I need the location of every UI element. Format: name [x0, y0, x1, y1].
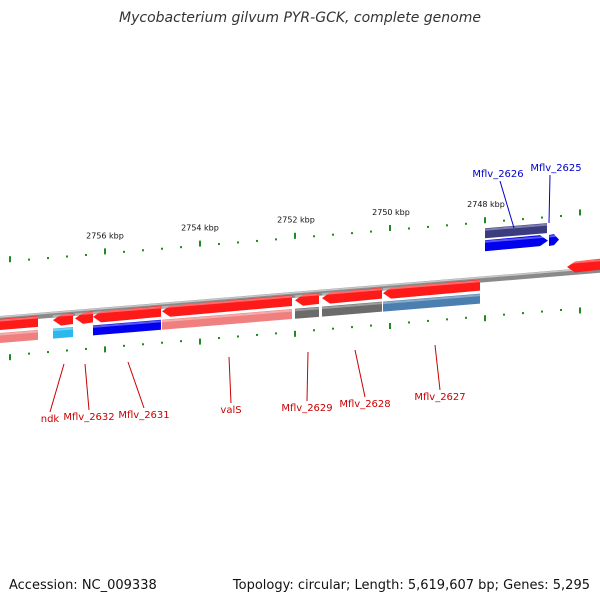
gene-mflv-2627-shine	[382, 280, 481, 291]
leader-line	[434, 344, 441, 391]
gene-lower-vals	[162, 309, 292, 330]
gene-lower-mflv-2631	[93, 319, 161, 336]
gene-forward-shine	[0, 316, 39, 322]
gene-label: Mflv_2627	[414, 392, 465, 403]
scale-labels: 2756 kbp 2754 kbp 2752 kbp 2750 kbp 2748 kbp	[86, 200, 505, 240]
tick-row-bottom	[9, 307, 581, 361]
gene-lower-shine	[0, 330, 39, 336]
gene-upper-mflv-2626	[485, 223, 547, 239]
scale-label: 2748 kbp	[467, 200, 505, 209]
gene-upper-mflv-2626-shine	[484, 223, 548, 231]
genome-backbone	[0, 266, 600, 322]
gene-mflv-2625	[549, 234, 559, 246]
leader-line	[228, 356, 232, 404]
leader-line	[548, 174, 551, 224]
gene-label: Mflv_2632	[63, 412, 114, 423]
gene-forward	[0, 315, 38, 330]
gene-lower-mflv-2627-shine	[382, 294, 481, 305]
label-leader-lines	[49, 174, 551, 413]
accession-text: Accession: NC_009338	[9, 578, 157, 593]
gene-mflv-2626	[485, 235, 548, 252]
gene-label: Mflv_2629	[281, 403, 332, 414]
gene-vals	[162, 295, 292, 317]
gene-mflv-2632	[75, 311, 93, 324]
gene-lower-mflv-2627	[383, 293, 480, 312]
tick-row-top	[9, 209, 581, 263]
leader-line	[306, 351, 309, 402]
map-title: Mycobacterium gilvum PYR-GCK, complete g…	[119, 10, 481, 26]
scale-label: 2756 kbp	[86, 231, 124, 240]
backbone-highlight	[0, 267, 600, 318]
gene-forward-right	[567, 258, 600, 273]
gene-lower-ndk	[53, 327, 73, 339]
gene-mflv-2631	[93, 305, 161, 323]
gene-mflv-2631-shine	[92, 306, 162, 314]
scale-label: 2750 kbp	[372, 208, 410, 217]
gene-labels: ndk Mflv_2632 Mflv_2631 valS Mflv_2629 Mflv_2…	[41, 163, 582, 425]
gene-label: ndk	[41, 414, 60, 425]
backbone-line	[0, 266, 600, 322]
leader-line	[127, 361, 145, 409]
gene-vals-shine	[161, 295, 293, 309]
leader-line	[354, 349, 366, 398]
gene-mflv-2629-shine	[294, 293, 320, 298]
gene-features	[0, 223, 600, 343]
gene-mflv-2626-shine	[484, 235, 549, 243]
gene-lower-mflv-2631-shine	[92, 320, 162, 328]
leader-line	[49, 363, 65, 413]
gene-lower	[0, 329, 38, 343]
gene-lower-ndk-shine	[52, 327, 74, 332]
topology-text: Topology: circular; Length: 5,619,607 bp…	[232, 578, 590, 593]
gene-ndk	[53, 313, 73, 326]
gene-ndk-shine	[52, 313, 74, 318]
gene-mflv-2627	[383, 279, 480, 299]
gene-forward-right-shine	[566, 259, 600, 265]
leader-line	[499, 180, 515, 229]
gene-lower-vals-shine	[161, 309, 293, 323]
leader-line	[84, 363, 90, 411]
gene-mflv-2629	[295, 292, 319, 306]
gene-mflv-2628	[322, 287, 382, 304]
gene-mflv-2632-shine	[74, 311, 94, 316]
gene-mflv-2625-shine	[548, 234, 560, 238]
gene-label: Mflv_2626	[472, 169, 523, 180]
gene-label: Mflv_2628	[339, 399, 390, 410]
scale-label: 2752 kbp	[277, 216, 315, 225]
gene-label: Mflv_2625	[530, 163, 581, 174]
gene-mflv-2628-shine	[321, 288, 383, 296]
gene-label: Mflv_2631	[118, 410, 169, 421]
gene-lower-mflv-2629-shine	[294, 307, 320, 312]
gene-lower-mflv-2628-shine	[321, 302, 383, 310]
scale-label: 2754 kbp	[181, 224, 219, 233]
gene-lower-mflv-2628	[322, 301, 382, 317]
gene-label: valS	[220, 405, 241, 416]
gene-lower-mflv-2629	[295, 306, 319, 319]
